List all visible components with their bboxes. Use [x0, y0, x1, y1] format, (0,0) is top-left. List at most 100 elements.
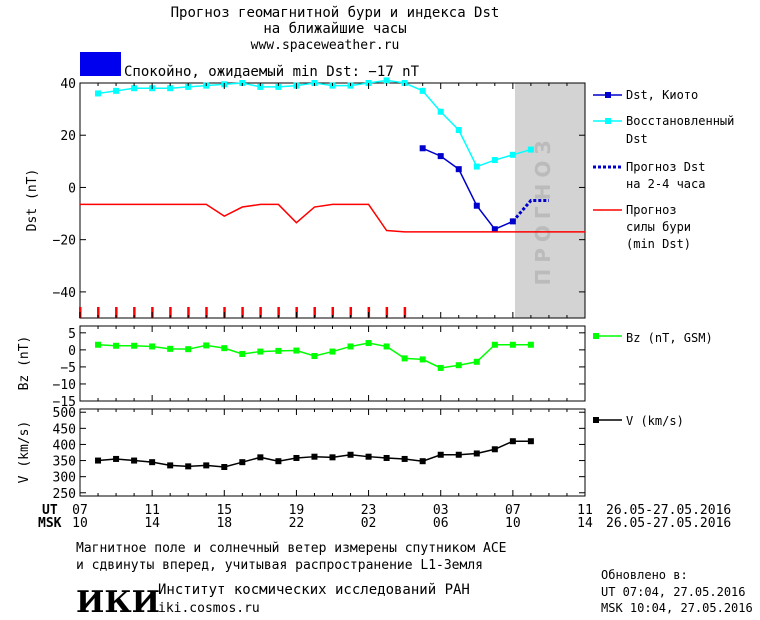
data-point [455, 166, 462, 173]
data-point [131, 85, 138, 92]
ut-tick-label: 11 [144, 503, 160, 518]
msk-tick-label: 10 [505, 516, 521, 531]
y-tick-label: 20 [60, 129, 76, 144]
y-tick-label: 5 [68, 327, 76, 342]
data-point [473, 450, 480, 457]
y-tick-label: 0 [68, 344, 76, 359]
quiet-marker [187, 307, 190, 318]
ut-tick-label: 15 [216, 503, 232, 518]
dst-series [79, 77, 585, 318]
dst-y-label: Dst (nT) [25, 169, 40, 232]
y-tick-label: −10 [53, 378, 76, 393]
series-line [422, 147, 514, 231]
quiet-marker [313, 307, 316, 318]
legend-kyoto-marker [605, 92, 611, 98]
data-point [491, 226, 498, 233]
legend-forecast-label-2: на 2-4 часа [626, 177, 705, 191]
quiet-marker [115, 307, 118, 318]
legend-v-label: V (km/s) [626, 414, 684, 428]
legend-bz-label: Bz (nT, GSM) [626, 331, 713, 345]
legend-restored-label-2: Dst [626, 132, 648, 146]
data-point [203, 462, 210, 469]
data-point [185, 346, 192, 353]
data-point [131, 342, 138, 349]
data-point [455, 451, 462, 458]
legend-v-marker [593, 417, 599, 423]
y-tick-label: 300 [53, 471, 76, 486]
legend-kyoto-label: Dst, Киото [626, 88, 698, 102]
bz-series [95, 340, 534, 371]
updated-msk: MSK 10:04, 27.05.2016 [601, 601, 753, 615]
iki-logo: ИКИ [76, 585, 160, 620]
data-point [365, 453, 372, 460]
quiet-marker [97, 307, 100, 318]
data-point [293, 454, 300, 461]
data-point [311, 453, 318, 460]
ut-tick-label: 11 [577, 503, 593, 518]
updated-ut: UT 07:04, 27.05.2016 [601, 585, 746, 599]
data-point [275, 347, 282, 354]
data-point [275, 458, 282, 465]
msk-tick-label: 18 [216, 516, 232, 531]
data-point [383, 343, 390, 350]
data-point [473, 358, 480, 365]
data-point [491, 341, 498, 348]
y-tick-label: 400 [53, 438, 76, 453]
data-point [293, 347, 300, 354]
data-point [257, 83, 264, 90]
series-line [80, 203, 585, 233]
data-point [275, 83, 282, 90]
data-point [185, 83, 192, 90]
quiet-marker [385, 307, 389, 318]
v-y-label: V (km/s) [17, 421, 32, 484]
data-point [167, 345, 174, 352]
data-point [167, 85, 174, 92]
data-point [491, 446, 498, 453]
legend-bz-marker [593, 333, 599, 339]
data-point [149, 459, 156, 466]
data-point [455, 127, 462, 133]
data-point [473, 202, 480, 209]
y-tick-label: 0 [68, 181, 76, 196]
legend-restored-marker [605, 118, 611, 124]
footer-note-1: Магнитное поле и солнечный ветер измерен… [76, 541, 506, 556]
quiet-marker [277, 307, 280, 318]
v-series [95, 438, 534, 470]
ut-tick-label: 23 [361, 503, 377, 518]
msk-tick-label: 14 [577, 516, 593, 531]
msk-tick-label: 14 [144, 516, 160, 531]
y-tick-label: 250 [53, 487, 76, 502]
y-tick-label: 350 [53, 455, 76, 470]
data-point [473, 163, 480, 170]
ut-tick-label: 07 [72, 503, 88, 518]
dst-panel-frame [79, 82, 586, 319]
data-point [437, 108, 444, 115]
data-point [347, 451, 354, 458]
data-point [401, 455, 408, 462]
legend-forecast-label-1: Прогноз Dst [626, 160, 705, 174]
x-axis: 07 11 15 19 23 03 07 11 10 14 18 22 02 06 10 14 [72, 83, 593, 531]
data-point [383, 77, 390, 84]
data-point [419, 145, 426, 152]
data-point [509, 438, 516, 445]
data-point [149, 343, 156, 350]
ut-tick-label: 03 [433, 503, 449, 518]
data-point [509, 341, 516, 348]
bz-y-axis: 5 0 −5 −10 −15 [53, 327, 585, 410]
msk-date-range: 26.05-27.05.2016 [606, 516, 731, 531]
data-point [419, 356, 426, 363]
data-point [419, 87, 426, 94]
data-point [113, 87, 120, 94]
quiet-marker [133, 307, 136, 318]
updated-label: Обновлено в: [601, 568, 688, 582]
status-color-box [80, 52, 121, 76]
dst-y-axis: 40 20 0 −20 −40 [53, 77, 585, 301]
series-line [97, 79, 532, 168]
data-point [365, 340, 372, 347]
data-point [527, 146, 534, 153]
data-point [437, 153, 444, 160]
data-point [311, 353, 318, 359]
y-tick-label: 450 [53, 422, 76, 437]
data-point [221, 464, 228, 470]
